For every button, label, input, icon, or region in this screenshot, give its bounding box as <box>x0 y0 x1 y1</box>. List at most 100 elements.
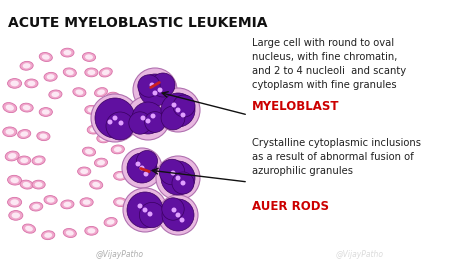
Ellipse shape <box>6 129 14 135</box>
Circle shape <box>162 199 194 231</box>
Text: Large cell with round to oval
nucleus, with fine chromatin,
and 2 to 4 nucleoli : Large cell with round to oval nucleus, w… <box>252 38 406 90</box>
Circle shape <box>91 94 139 142</box>
Ellipse shape <box>75 90 83 95</box>
Ellipse shape <box>104 218 117 226</box>
Circle shape <box>144 172 148 177</box>
Ellipse shape <box>94 158 108 167</box>
Ellipse shape <box>32 204 40 209</box>
Ellipse shape <box>100 136 107 141</box>
Circle shape <box>151 114 155 118</box>
Ellipse shape <box>94 88 108 97</box>
Circle shape <box>129 112 151 134</box>
Circle shape <box>140 115 146 120</box>
Ellipse shape <box>116 173 124 178</box>
Ellipse shape <box>9 211 23 220</box>
Ellipse shape <box>61 48 74 57</box>
Ellipse shape <box>44 196 57 204</box>
Ellipse shape <box>3 127 17 137</box>
Ellipse shape <box>102 70 109 75</box>
Circle shape <box>156 156 200 200</box>
Circle shape <box>162 198 184 220</box>
Ellipse shape <box>87 125 100 134</box>
Circle shape <box>157 88 163 93</box>
Circle shape <box>137 151 157 172</box>
Circle shape <box>147 211 153 217</box>
Ellipse shape <box>85 54 93 60</box>
Circle shape <box>139 74 171 106</box>
Circle shape <box>143 207 147 213</box>
Circle shape <box>161 106 185 130</box>
Ellipse shape <box>97 160 105 165</box>
Ellipse shape <box>23 182 30 187</box>
Ellipse shape <box>97 134 110 143</box>
Circle shape <box>173 95 195 117</box>
Text: AUER RODS: AUER RODS <box>252 200 329 213</box>
Ellipse shape <box>114 198 127 207</box>
Ellipse shape <box>23 105 30 110</box>
Ellipse shape <box>8 197 22 207</box>
Ellipse shape <box>63 228 76 238</box>
Ellipse shape <box>90 180 103 189</box>
Ellipse shape <box>49 90 62 99</box>
Ellipse shape <box>85 68 98 77</box>
Ellipse shape <box>42 231 55 240</box>
Text: @VijayPatho: @VijayPatho <box>96 250 144 259</box>
Circle shape <box>172 102 176 107</box>
Ellipse shape <box>46 197 55 203</box>
Circle shape <box>149 82 155 88</box>
Ellipse shape <box>52 92 59 97</box>
Ellipse shape <box>35 158 43 163</box>
Ellipse shape <box>66 230 74 236</box>
Text: ACUTE MYELOBLASTIC LEUKEMIA: ACUTE MYELOBLASTIC LEUKEMIA <box>8 16 267 30</box>
Ellipse shape <box>23 63 30 68</box>
Ellipse shape <box>66 70 74 75</box>
Ellipse shape <box>92 182 100 187</box>
Ellipse shape <box>90 127 98 132</box>
Circle shape <box>118 120 124 126</box>
Ellipse shape <box>82 53 96 61</box>
Ellipse shape <box>111 120 119 126</box>
Circle shape <box>127 153 157 183</box>
Ellipse shape <box>29 202 43 211</box>
Circle shape <box>181 113 185 118</box>
Circle shape <box>127 192 163 228</box>
Ellipse shape <box>44 232 52 238</box>
Ellipse shape <box>85 149 93 154</box>
Circle shape <box>145 112 165 132</box>
Ellipse shape <box>42 54 50 60</box>
Ellipse shape <box>46 74 55 80</box>
Ellipse shape <box>5 151 19 161</box>
Circle shape <box>139 165 145 171</box>
Circle shape <box>158 195 198 235</box>
Circle shape <box>138 75 160 97</box>
Ellipse shape <box>61 200 74 209</box>
Ellipse shape <box>27 81 36 86</box>
Circle shape <box>161 93 195 127</box>
Ellipse shape <box>39 134 47 139</box>
Circle shape <box>156 88 200 132</box>
Ellipse shape <box>80 198 93 207</box>
Circle shape <box>181 181 185 185</box>
Ellipse shape <box>44 72 57 81</box>
Ellipse shape <box>18 156 31 165</box>
Circle shape <box>180 218 184 222</box>
Circle shape <box>172 207 176 213</box>
Circle shape <box>161 161 195 195</box>
Circle shape <box>123 188 167 232</box>
Ellipse shape <box>106 92 119 101</box>
Ellipse shape <box>114 147 122 152</box>
Ellipse shape <box>85 105 98 114</box>
Ellipse shape <box>78 167 91 176</box>
Ellipse shape <box>87 70 95 75</box>
Ellipse shape <box>20 180 33 189</box>
Ellipse shape <box>109 94 117 99</box>
Ellipse shape <box>37 132 50 141</box>
Ellipse shape <box>87 228 95 234</box>
Ellipse shape <box>85 226 98 235</box>
Ellipse shape <box>87 107 95 113</box>
Text: @VijayPatho: @VijayPatho <box>336 250 384 259</box>
Circle shape <box>146 118 151 123</box>
Ellipse shape <box>73 88 86 97</box>
Ellipse shape <box>116 200 124 205</box>
Circle shape <box>95 98 135 138</box>
